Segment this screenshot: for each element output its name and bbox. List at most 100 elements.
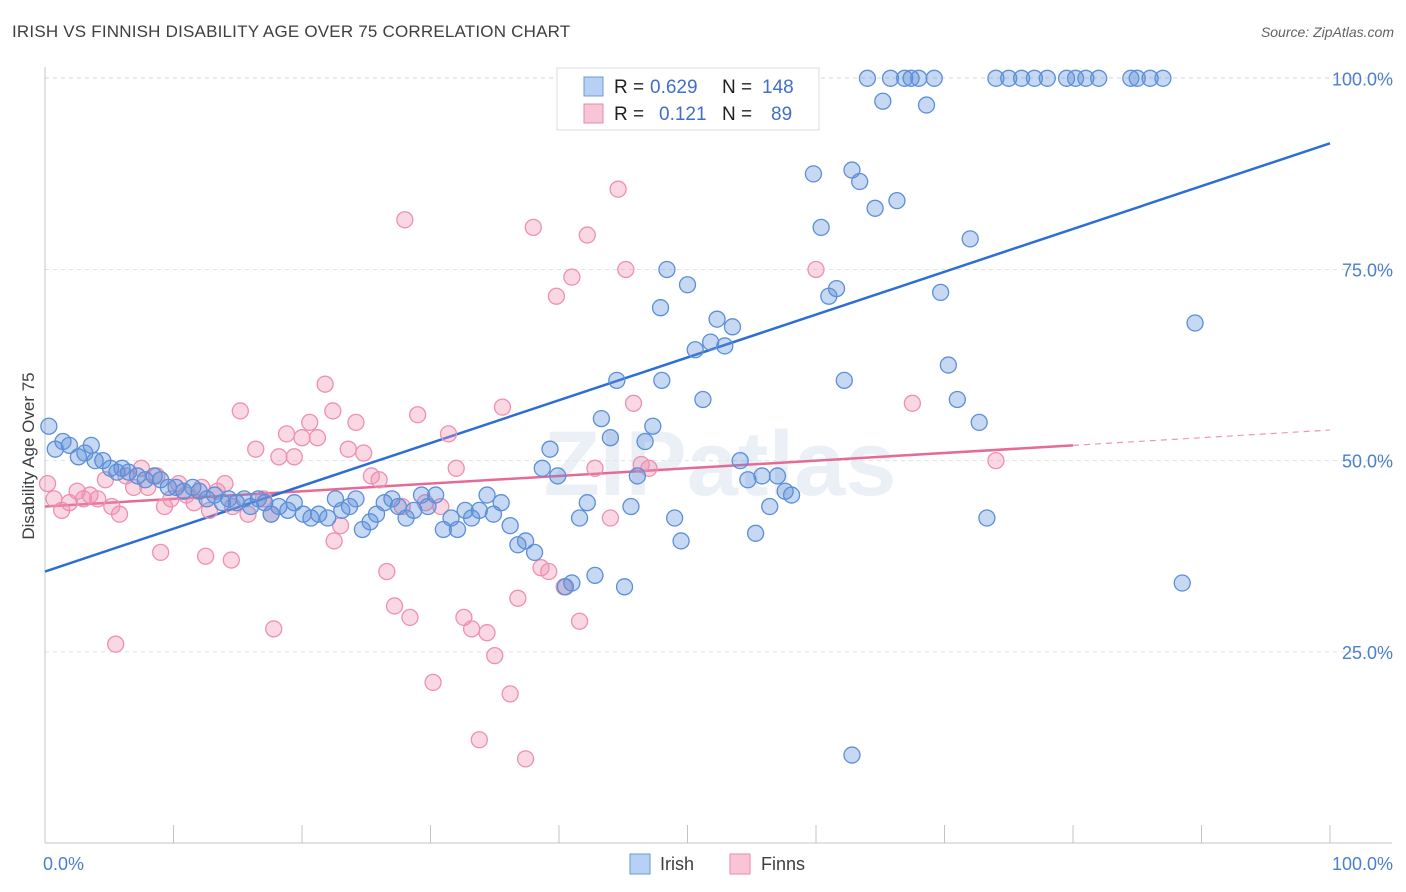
irish-point [939,356,958,374]
finns-point [493,398,512,416]
finns-point [110,505,129,523]
finns-point [231,402,249,420]
finns-point [617,260,635,279]
finns-r-value: 0.121 [659,104,707,125]
irish-point [1090,69,1108,87]
finns-point [151,543,170,562]
stats-box: R = 0.629 N = 148 R = 0.121 N = 89 [556,67,820,131]
irish-point [578,494,596,512]
finns-point [301,413,319,432]
irish-point [739,471,757,489]
finns-point [609,180,627,198]
irish-point [563,574,581,592]
irish-r-label: R = [614,77,644,98]
legend-irish-label: Irish [660,854,694,874]
irish-r-value: 0.629 [650,77,698,98]
irish-point [858,69,877,87]
irish-point [1057,69,1076,87]
irish-point [501,516,519,535]
finns-point [570,612,589,630]
finns-point [107,635,125,653]
irish-point [478,486,496,504]
irish-point [628,467,647,485]
irish-point [1012,69,1031,87]
irish-point [686,341,704,359]
legend: Irish Finns [629,853,805,875]
irish-point [658,260,676,279]
irish-point [644,417,662,435]
irish-point [896,69,914,87]
finns-point [355,444,373,462]
finns-point [447,459,465,477]
finns-trendline-group [44,429,1331,508]
finns-point [325,532,343,550]
finns-point [524,218,542,237]
irish-point [492,494,510,512]
finns-point [563,268,581,286]
finns-point [385,597,404,615]
irish-point [666,509,684,527]
finns-point [401,608,419,627]
finns-trendline-extension [1072,429,1331,446]
finns-point [285,448,303,466]
finns-n-value: 89 [771,104,792,125]
finns-point [370,471,388,489]
irish-point [746,524,765,542]
irish-point [426,486,445,504]
source-label: Source: ZipAtlas.com [1260,24,1394,40]
irish-point [961,230,979,248]
irish-point [549,467,567,485]
finns-point [439,425,458,443]
irish-point [541,440,559,458]
finns-point [516,750,535,768]
irish-point [1077,69,1095,87]
y-tick-label: 100.0% [1332,69,1393,89]
irish-point [761,497,779,516]
irish-point [1122,69,1140,87]
irish-point [768,467,787,485]
finns-point [462,620,481,638]
irish-point [925,69,943,87]
finns-n-label: N = [722,104,752,125]
irish-point [888,191,906,210]
irish-point [931,283,950,302]
irish-points [40,69,1204,764]
finns-point [586,459,604,477]
finns-point [38,474,57,493]
irish-point [1173,574,1191,592]
finns-point [601,509,620,527]
legend-finns-label: Finns [761,854,805,874]
irish-point [701,333,720,351]
finns-point [624,394,643,412]
irish-point [948,390,966,409]
irish-point [405,501,423,520]
finns-point [547,287,566,305]
grid [45,76,1392,653]
irish-stats-swatch [583,76,604,97]
irish-point [694,390,712,409]
finns-point [540,562,558,581]
irish-point [570,509,589,527]
finns-point [347,413,365,432]
finns-point [478,624,496,642]
irish-point [804,165,823,183]
irish-point [874,92,892,110]
finns-point [396,211,414,229]
irish-point [678,276,697,294]
irish-point [119,463,138,481]
irish-point [731,451,749,470]
finns-point [408,406,427,424]
finns-point [316,375,334,393]
irish-point [843,746,861,764]
axes: 25.0% 50.0% 75.0% 100.0% [44,67,1393,844]
irish-point [82,436,100,455]
finns-points [38,180,1005,768]
irish-point [470,501,488,520]
finns-point [89,490,107,508]
irish-point [347,490,365,508]
finns-point [378,562,396,581]
finns-stats-swatch [583,103,604,124]
irish-point [1154,69,1172,87]
irish-point [448,520,467,539]
